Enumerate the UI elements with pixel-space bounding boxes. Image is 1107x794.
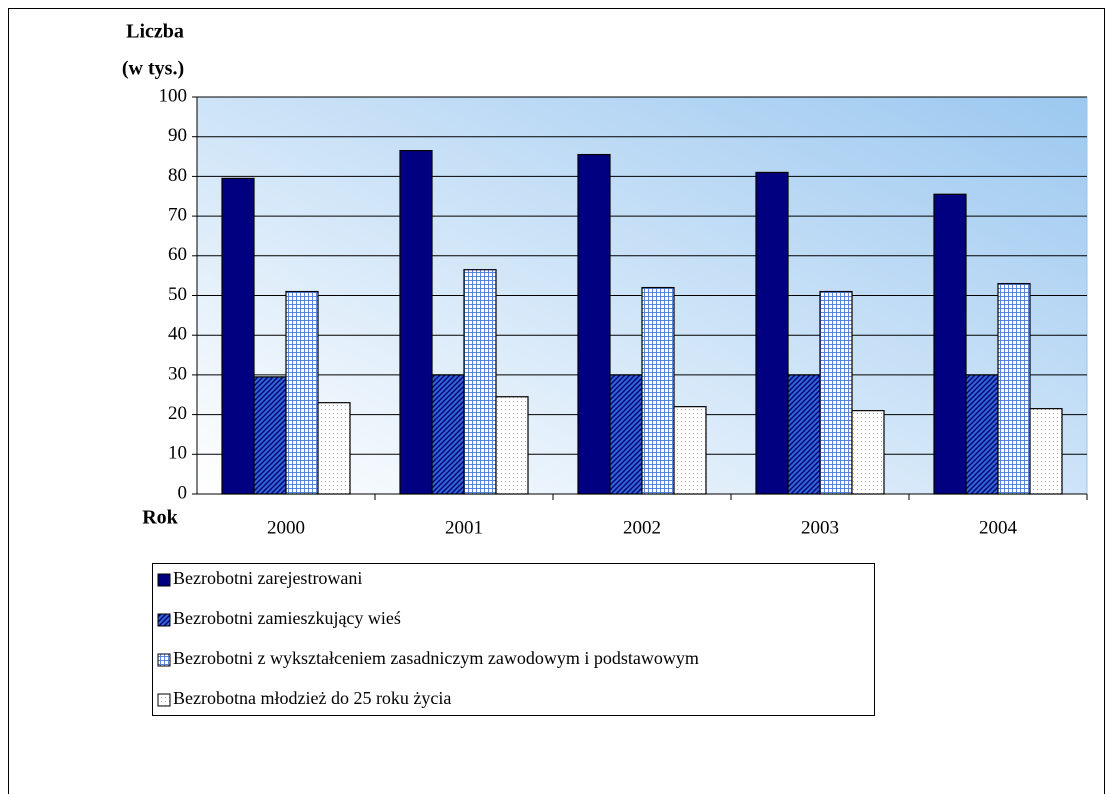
bar <box>463 269 497 495</box>
bar <box>787 374 821 495</box>
legend-label: Bezrobotni zarejestrowani <box>173 568 362 588</box>
bar <box>431 374 465 495</box>
y-axis-label: Liczba <box>126 21 184 43</box>
y-tick-label: 70 <box>168 204 187 225</box>
bar <box>851 410 885 495</box>
bar <box>221 177 255 495</box>
legend-swatch <box>157 613 171 627</box>
bar <box>253 376 287 495</box>
y-tick-label: 20 <box>168 403 187 424</box>
y-tick-label: 30 <box>168 363 187 384</box>
legend-swatch <box>157 573 171 587</box>
bar <box>755 171 789 495</box>
bar <box>819 290 853 495</box>
x-tick-label: 2003 <box>801 517 839 538</box>
x-tick-label: 2004 <box>979 517 1018 538</box>
bar <box>673 406 707 495</box>
x-tick-label: 2001 <box>445 517 483 538</box>
legend <box>152 563 875 716</box>
bar <box>1029 408 1063 495</box>
y-tick-label: 40 <box>168 324 187 345</box>
x-axis-label: Rok <box>142 507 178 529</box>
x-tick-label: 2000 <box>267 517 305 538</box>
x-tick-label: 2002 <box>623 517 661 538</box>
bar <box>609 374 643 495</box>
bar <box>317 402 351 495</box>
legend-label: Bezrobotni z wykształceniem zasadniczym … <box>173 648 699 668</box>
legend-swatch <box>157 693 171 707</box>
y-tick-label: 10 <box>168 443 187 464</box>
bar <box>997 282 1031 495</box>
y-tick-label: 90 <box>168 125 187 146</box>
bar <box>399 149 433 495</box>
bar <box>641 286 675 495</box>
bar <box>495 396 529 495</box>
bar <box>933 193 967 495</box>
legend-label: Bezrobotni zamieszkujący wieś <box>173 608 401 628</box>
legend-label: Bezrobotna młodzież do 25 roku życia <box>173 688 451 708</box>
y-tick-label: 60 <box>168 244 187 265</box>
bar <box>577 153 611 495</box>
y-tick-label: 50 <box>168 284 187 305</box>
y-tick-label: 100 <box>159 85 188 106</box>
frame <box>8 8 1105 794</box>
bar <box>285 290 319 495</box>
y-tick-label: 80 <box>168 165 187 186</box>
y-axis-label: (w tys.) <box>122 58 184 80</box>
y-tick-label: 0 <box>178 482 188 503</box>
legend-swatch <box>157 653 171 667</box>
bar <box>965 374 999 495</box>
